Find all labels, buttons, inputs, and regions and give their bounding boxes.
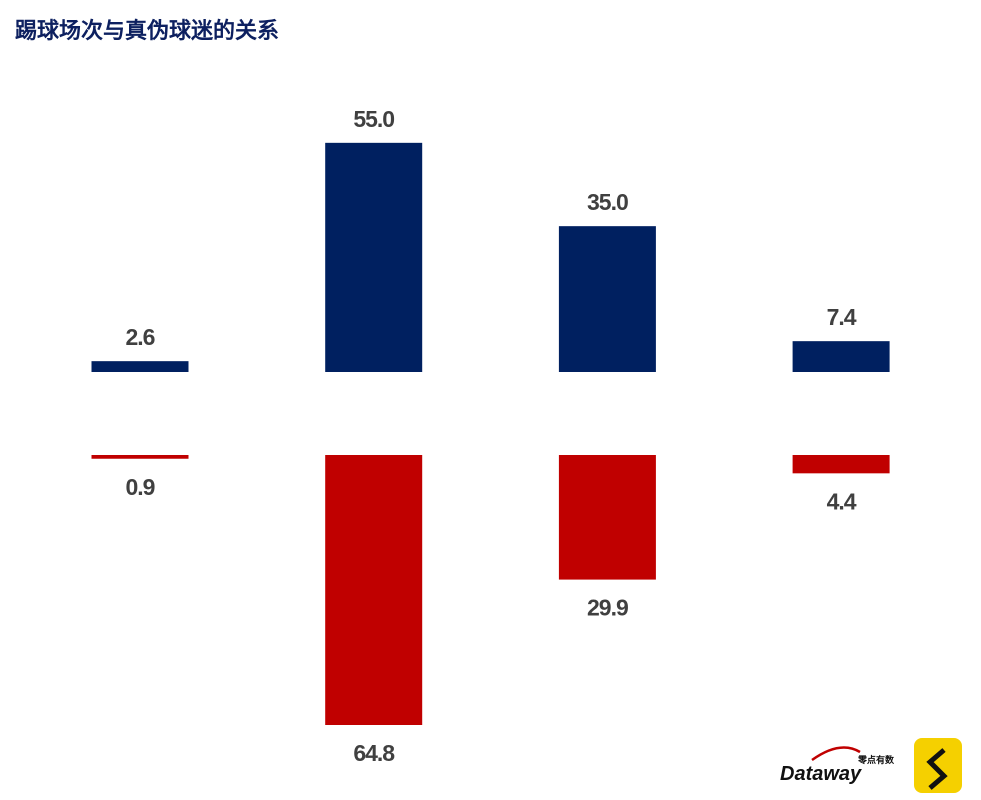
bar bbox=[558, 455, 656, 580]
value-label: 0.9 bbox=[126, 474, 155, 500]
value-label: 64.8 bbox=[353, 740, 395, 766]
value-label: 35.0 bbox=[587, 189, 628, 215]
value-label: 4.4 bbox=[827, 488, 857, 514]
logo: Dataway 零点有数 bbox=[780, 738, 962, 793]
chart-title: 踢球场次与真伪球迷的关系 bbox=[15, 18, 279, 43]
bar bbox=[325, 455, 423, 725]
logo-swoosh bbox=[811, 746, 861, 762]
bar bbox=[91, 455, 189, 459]
bar bbox=[792, 455, 890, 474]
value-label: 2.6 bbox=[126, 324, 155, 350]
bar bbox=[792, 341, 890, 372]
value-label: 55.0 bbox=[353, 106, 394, 132]
value-label: 7.4 bbox=[827, 304, 857, 330]
logo-text: Dataway bbox=[780, 763, 862, 785]
logo-mark bbox=[926, 748, 948, 790]
logo-tagline: 零点有数 bbox=[857, 754, 895, 765]
value-label: 29.9 bbox=[587, 595, 628, 621]
bar bbox=[91, 361, 189, 372]
logo-badge bbox=[914, 738, 962, 793]
bar bbox=[558, 226, 656, 372]
bar bbox=[325, 142, 423, 372]
